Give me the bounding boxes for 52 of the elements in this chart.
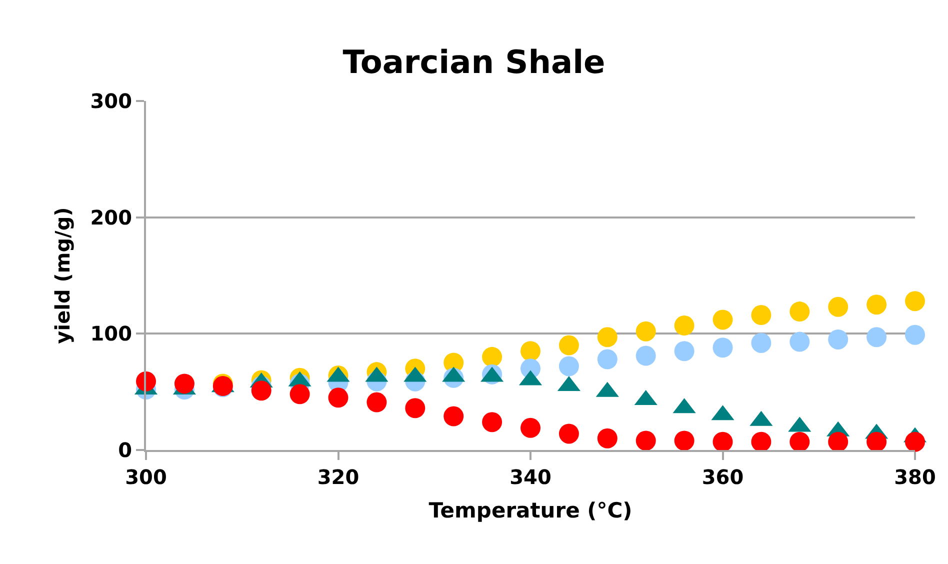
- point: [636, 321, 656, 342]
- point: [790, 432, 810, 452]
- y-tick-label: 300: [90, 89, 132, 113]
- point: [520, 418, 540, 438]
- point: [482, 346, 502, 367]
- point: [636, 346, 656, 366]
- point: [636, 430, 656, 451]
- point: [828, 329, 848, 350]
- point: [712, 310, 733, 330]
- point: [905, 432, 925, 452]
- point: [866, 327, 887, 348]
- point: [328, 388, 348, 408]
- x-tick-label: 300: [125, 465, 167, 489]
- point: [444, 406, 464, 426]
- point: [405, 398, 426, 418]
- x-tick-label: 380: [894, 465, 936, 489]
- point: [674, 341, 694, 362]
- x-tick-label: 360: [702, 465, 744, 489]
- point: [674, 316, 694, 336]
- point: [905, 291, 925, 312]
- x-tick-label: 340: [510, 465, 552, 489]
- point: [751, 305, 772, 326]
- point: [482, 412, 502, 432]
- chart-title: Toarcian Shale: [342, 43, 606, 82]
- point: [905, 324, 925, 345]
- y-tick-label: 200: [90, 205, 132, 230]
- x-axis-title: Temperature (°C): [428, 498, 632, 523]
- point: [712, 338, 733, 358]
- point: [674, 430, 694, 451]
- y-tick-label: 0: [118, 438, 132, 462]
- point: [558, 356, 579, 376]
- point: [597, 349, 618, 370]
- point: [366, 392, 387, 412]
- point: [558, 424, 579, 444]
- point: [790, 302, 810, 322]
- point: [751, 332, 772, 353]
- point: [866, 432, 887, 452]
- point: [828, 432, 848, 452]
- y-axis-title: yield (mg/g): [50, 207, 74, 344]
- point: [290, 384, 310, 404]
- point: [712, 432, 733, 452]
- point: [174, 374, 194, 394]
- point: [828, 296, 848, 317]
- point: [751, 432, 772, 452]
- point: [520, 341, 540, 362]
- y-tick-label: 100: [90, 322, 132, 346]
- point: [790, 332, 810, 352]
- point: [558, 335, 579, 356]
- point: [597, 327, 618, 348]
- x-tick-label: 320: [317, 465, 360, 489]
- point: [597, 428, 618, 448]
- point: [866, 294, 887, 315]
